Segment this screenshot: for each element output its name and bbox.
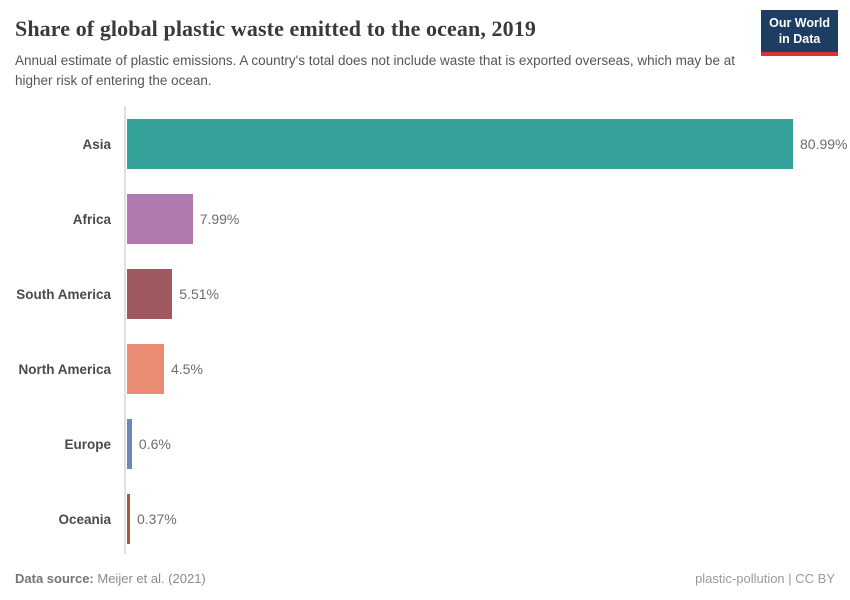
bar-wrap: 0.37% (127, 494, 835, 544)
category-label-africa: Africa (72, 211, 111, 227)
bar-europe[interactable] (127, 419, 132, 469)
bar-wrap: 5.51% (127, 269, 835, 319)
bar-africa[interactable] (127, 194, 193, 244)
category-label-oceania: Oceania (58, 511, 111, 527)
bar-row: South America 5.51% (15, 257, 835, 332)
bar-wrap: 4.5% (127, 344, 835, 394)
bar-wrap: 80.99% (127, 119, 847, 169)
value-label: 5.51% (179, 286, 219, 302)
chart-footer: Data source: Meijer et al. (2021) plasti… (15, 571, 835, 586)
bar-row: Oceania 0.37% (15, 482, 835, 557)
value-label: 0.6% (138, 436, 171, 452)
bar-asia[interactable] (127, 119, 793, 169)
data-source: Data source: Meijer et al. (2021) (15, 571, 206, 586)
bar-oceania[interactable] (127, 494, 130, 544)
data-source-label: Data source: (15, 571, 94, 586)
bar-south-america[interactable] (127, 269, 173, 319)
owid-logo-line2: in Data (778, 32, 821, 47)
bar-row: North America 4.5% (15, 332, 835, 407)
category-label-europe: Europe (64, 436, 111, 452)
chart-header: Share of global plastic waste emitted to… (15, 10, 838, 92)
license-note: plastic-pollution | CC BY (695, 571, 835, 586)
value-label: 7.99% (199, 211, 240, 227)
bar-chart: Asia 80.99% Africa 7.99% South America 5.51% N… (15, 105, 847, 557)
page-title: Share of global plastic waste emitted to… (15, 16, 536, 41)
category-label-south-america: South America (16, 286, 111, 302)
value-label: 4.5% (171, 361, 203, 377)
chart-subtitle: Annual estimate of plastic emissions. A … (15, 53, 735, 89)
bar-wrap: 7.99% (127, 194, 835, 244)
bar-row: Asia 80.99% (15, 107, 847, 182)
category-label-north-america: North America (18, 361, 111, 377)
category-label-asia: Asia (82, 136, 111, 152)
bar-row: Africa 7.99% (15, 182, 835, 257)
value-label: 80.99% (800, 136, 848, 152)
owid-logo-line1: Our World (769, 16, 830, 30)
owid-logo[interactable]: Our World in Data (761, 10, 838, 56)
data-source-value: Meijer et al. (2021) (97, 571, 206, 586)
bar-wrap: 0.6% (127, 419, 835, 469)
bar-row: Europe 0.6% (15, 407, 835, 482)
value-label: 0.37% (137, 511, 177, 527)
bar-north-america[interactable] (127, 344, 164, 394)
